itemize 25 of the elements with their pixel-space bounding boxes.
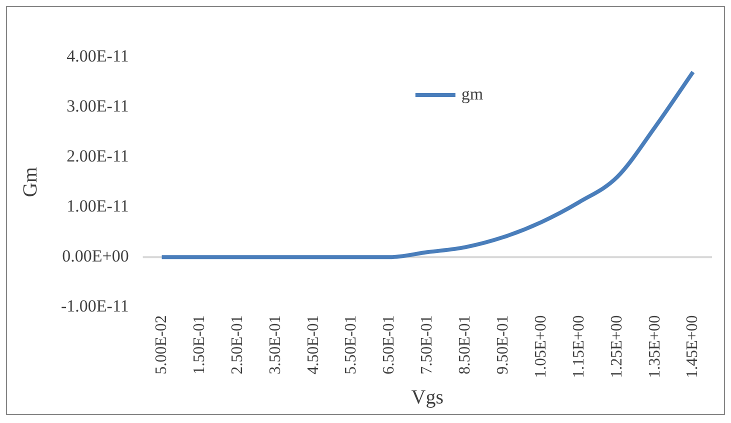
x-tick-label: 6.50E-01 — [380, 315, 398, 374]
x-tick-label: 1.45E+00 — [684, 315, 702, 378]
y-axis-title: Gm — [19, 166, 42, 198]
y-tick-label: 4.00E-11 — [66, 46, 129, 66]
x-tick-label: 5.50E-01 — [342, 315, 360, 374]
y-tick-label: 0.00E+00 — [62, 246, 129, 266]
x-tick-label: 2.50E-01 — [228, 315, 246, 374]
x-tick-label: 8.50E-01 — [456, 315, 474, 374]
y-tick-label: 2.00E-11 — [66, 146, 129, 166]
y-tick-label: -1.00E-11 — [61, 296, 129, 316]
x-tick-label: 1.05E+00 — [532, 315, 550, 378]
x-axis-title: Vgs — [411, 386, 444, 408]
y-tick-label: 3.00E-11 — [66, 96, 129, 116]
x-tick-label: 7.50E-01 — [418, 315, 436, 374]
x-tick-label: 3.50E-01 — [266, 315, 284, 374]
x-tick-label: 9.50E-01 — [494, 315, 512, 374]
y-tick-label: 1.00E-11 — [66, 196, 129, 216]
legend-label: gm — [461, 84, 484, 104]
x-tick-label: 1.35E+00 — [646, 315, 664, 378]
line-series — [160, 70, 696, 260]
x-tick-label: 4.50E-01 — [304, 315, 322, 374]
x-tick-label: 5.00E-02 — [153, 315, 170, 374]
x-tick-label: 1.50E-01 — [190, 315, 208, 374]
x-tick-label: 1.25E+00 — [608, 315, 626, 378]
x-tick-label: 1.15E+00 — [570, 315, 588, 378]
